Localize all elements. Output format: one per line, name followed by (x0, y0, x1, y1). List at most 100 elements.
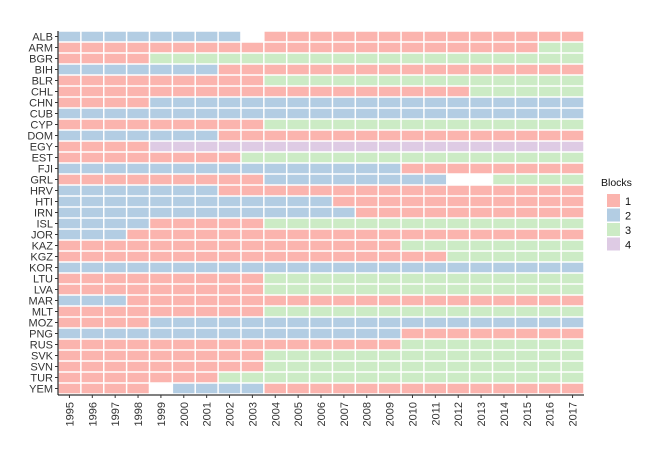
heatmap-cell (516, 273, 538, 284)
heatmap-cell (195, 383, 218, 394)
heatmap-cell (264, 339, 286, 350)
heatmap-cell (424, 317, 447, 328)
heatmap-cell (58, 64, 81, 75)
heatmap-cell (218, 262, 241, 273)
heatmap-cell (264, 108, 286, 119)
heatmap-cell (539, 284, 561, 295)
heatmap-cell (493, 383, 515, 394)
heatmap-cell (401, 86, 424, 97)
heatmap-cell (173, 42, 195, 53)
heatmap-cell (470, 141, 492, 152)
heatmap-cell (241, 42, 264, 53)
heatmap-cell (127, 163, 149, 174)
heatmap-cell (195, 284, 218, 295)
heatmap-cell (516, 339, 538, 350)
heatmap-cell (310, 251, 332, 262)
heatmap-cell (539, 108, 561, 119)
heatmap-cell (173, 240, 195, 251)
heatmap-cell (378, 97, 401, 108)
heatmap-cell (447, 53, 469, 64)
heatmap-cell (493, 350, 515, 361)
heatmap-cell (561, 119, 584, 130)
heatmap-cell (150, 130, 172, 141)
heatmap-cell (310, 229, 332, 240)
heatmap-cell (516, 306, 538, 317)
heatmap-cell (356, 372, 378, 383)
heatmap-cell (447, 174, 469, 185)
heatmap-cell (241, 130, 264, 141)
heatmap-cell (470, 361, 492, 372)
heatmap-cell (287, 262, 309, 273)
y-tick-label: DOM (27, 131, 53, 143)
x-tick-label: 2007 (339, 402, 351, 426)
heatmap-cell (378, 108, 401, 119)
heatmap-cell (104, 240, 126, 251)
heatmap-cell (218, 339, 241, 350)
heatmap-cell (58, 86, 81, 97)
heatmap-cell (378, 339, 401, 350)
heatmap-cell (333, 229, 355, 240)
heatmap-cell (561, 306, 584, 317)
x-tick-label: 2000 (179, 402, 191, 426)
heatmap-cell (378, 163, 401, 174)
heatmap-cell (310, 306, 332, 317)
heatmap-cell (470, 317, 492, 328)
heatmap-cell (470, 64, 492, 75)
heatmap-cell (218, 306, 241, 317)
heatmap-cell (401, 174, 424, 185)
heatmap-cell (378, 273, 401, 284)
heatmap-cell (378, 251, 401, 262)
heatmap-cell (447, 75, 469, 86)
heatmap-cell (81, 229, 103, 240)
heatmap-cell (447, 31, 469, 42)
heatmap-cell (127, 185, 149, 196)
x-tick-label: 2005 (293, 402, 305, 426)
heatmap-cell (287, 174, 309, 185)
heatmap-cell (150, 306, 172, 317)
y-tick-label: EGY (30, 142, 54, 154)
heatmap-cell (264, 141, 286, 152)
heatmap-cell (470, 130, 492, 141)
y-tick-label: CHL (31, 87, 53, 99)
heatmap-cell (424, 339, 447, 350)
heatmap-cell (333, 273, 355, 284)
x-tick-label: 1995 (64, 402, 76, 426)
heatmap-cell (561, 75, 584, 86)
heatmap-cell (516, 97, 538, 108)
heatmap-cell (401, 284, 424, 295)
heatmap-cell (58, 97, 81, 108)
y-tick-label: ARM (29, 43, 53, 55)
heatmap-cell (58, 53, 81, 64)
heatmap-cell (287, 163, 309, 174)
heatmap-cell (127, 229, 149, 240)
y-tick-label: BIH (35, 65, 53, 77)
heatmap-cell (104, 75, 126, 86)
heatmap-cell (104, 284, 126, 295)
heatmap-cell (333, 251, 355, 262)
heatmap-cell (356, 185, 378, 196)
heatmap-cell (516, 251, 538, 262)
heatmap-cell (150, 152, 172, 163)
heatmap-cell (561, 163, 584, 174)
heatmap-cell (401, 361, 424, 372)
heatmap-cell (470, 42, 492, 53)
heatmap-cell (58, 229, 81, 240)
heatmap-cell (241, 174, 264, 185)
heatmap-cell (333, 317, 355, 328)
heatmap-cell (58, 75, 81, 86)
heatmap-cell (81, 295, 103, 306)
heatmap-cell (561, 262, 584, 273)
heatmap-cell (104, 273, 126, 284)
heatmap-cell (81, 108, 103, 119)
heatmap-cell (127, 372, 149, 383)
x-tick-label: 2013 (476, 402, 488, 426)
heatmap-cell (401, 130, 424, 141)
heatmap-cell (195, 361, 218, 372)
heatmap-cell (173, 317, 195, 328)
heatmap-cell (287, 196, 309, 207)
heatmap-cell (401, 163, 424, 174)
heatmap-cell (493, 86, 515, 97)
heatmap-cell (195, 86, 218, 97)
heatmap-cell (218, 64, 241, 75)
